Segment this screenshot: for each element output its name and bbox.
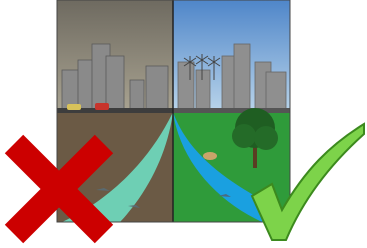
- car: [67, 104, 81, 110]
- road: [173, 108, 290, 113]
- illustration: [0, 0, 367, 248]
- tree-crown: [232, 124, 256, 148]
- duck: [203, 152, 217, 160]
- tree-crown: [254, 126, 278, 150]
- car: [95, 103, 109, 110]
